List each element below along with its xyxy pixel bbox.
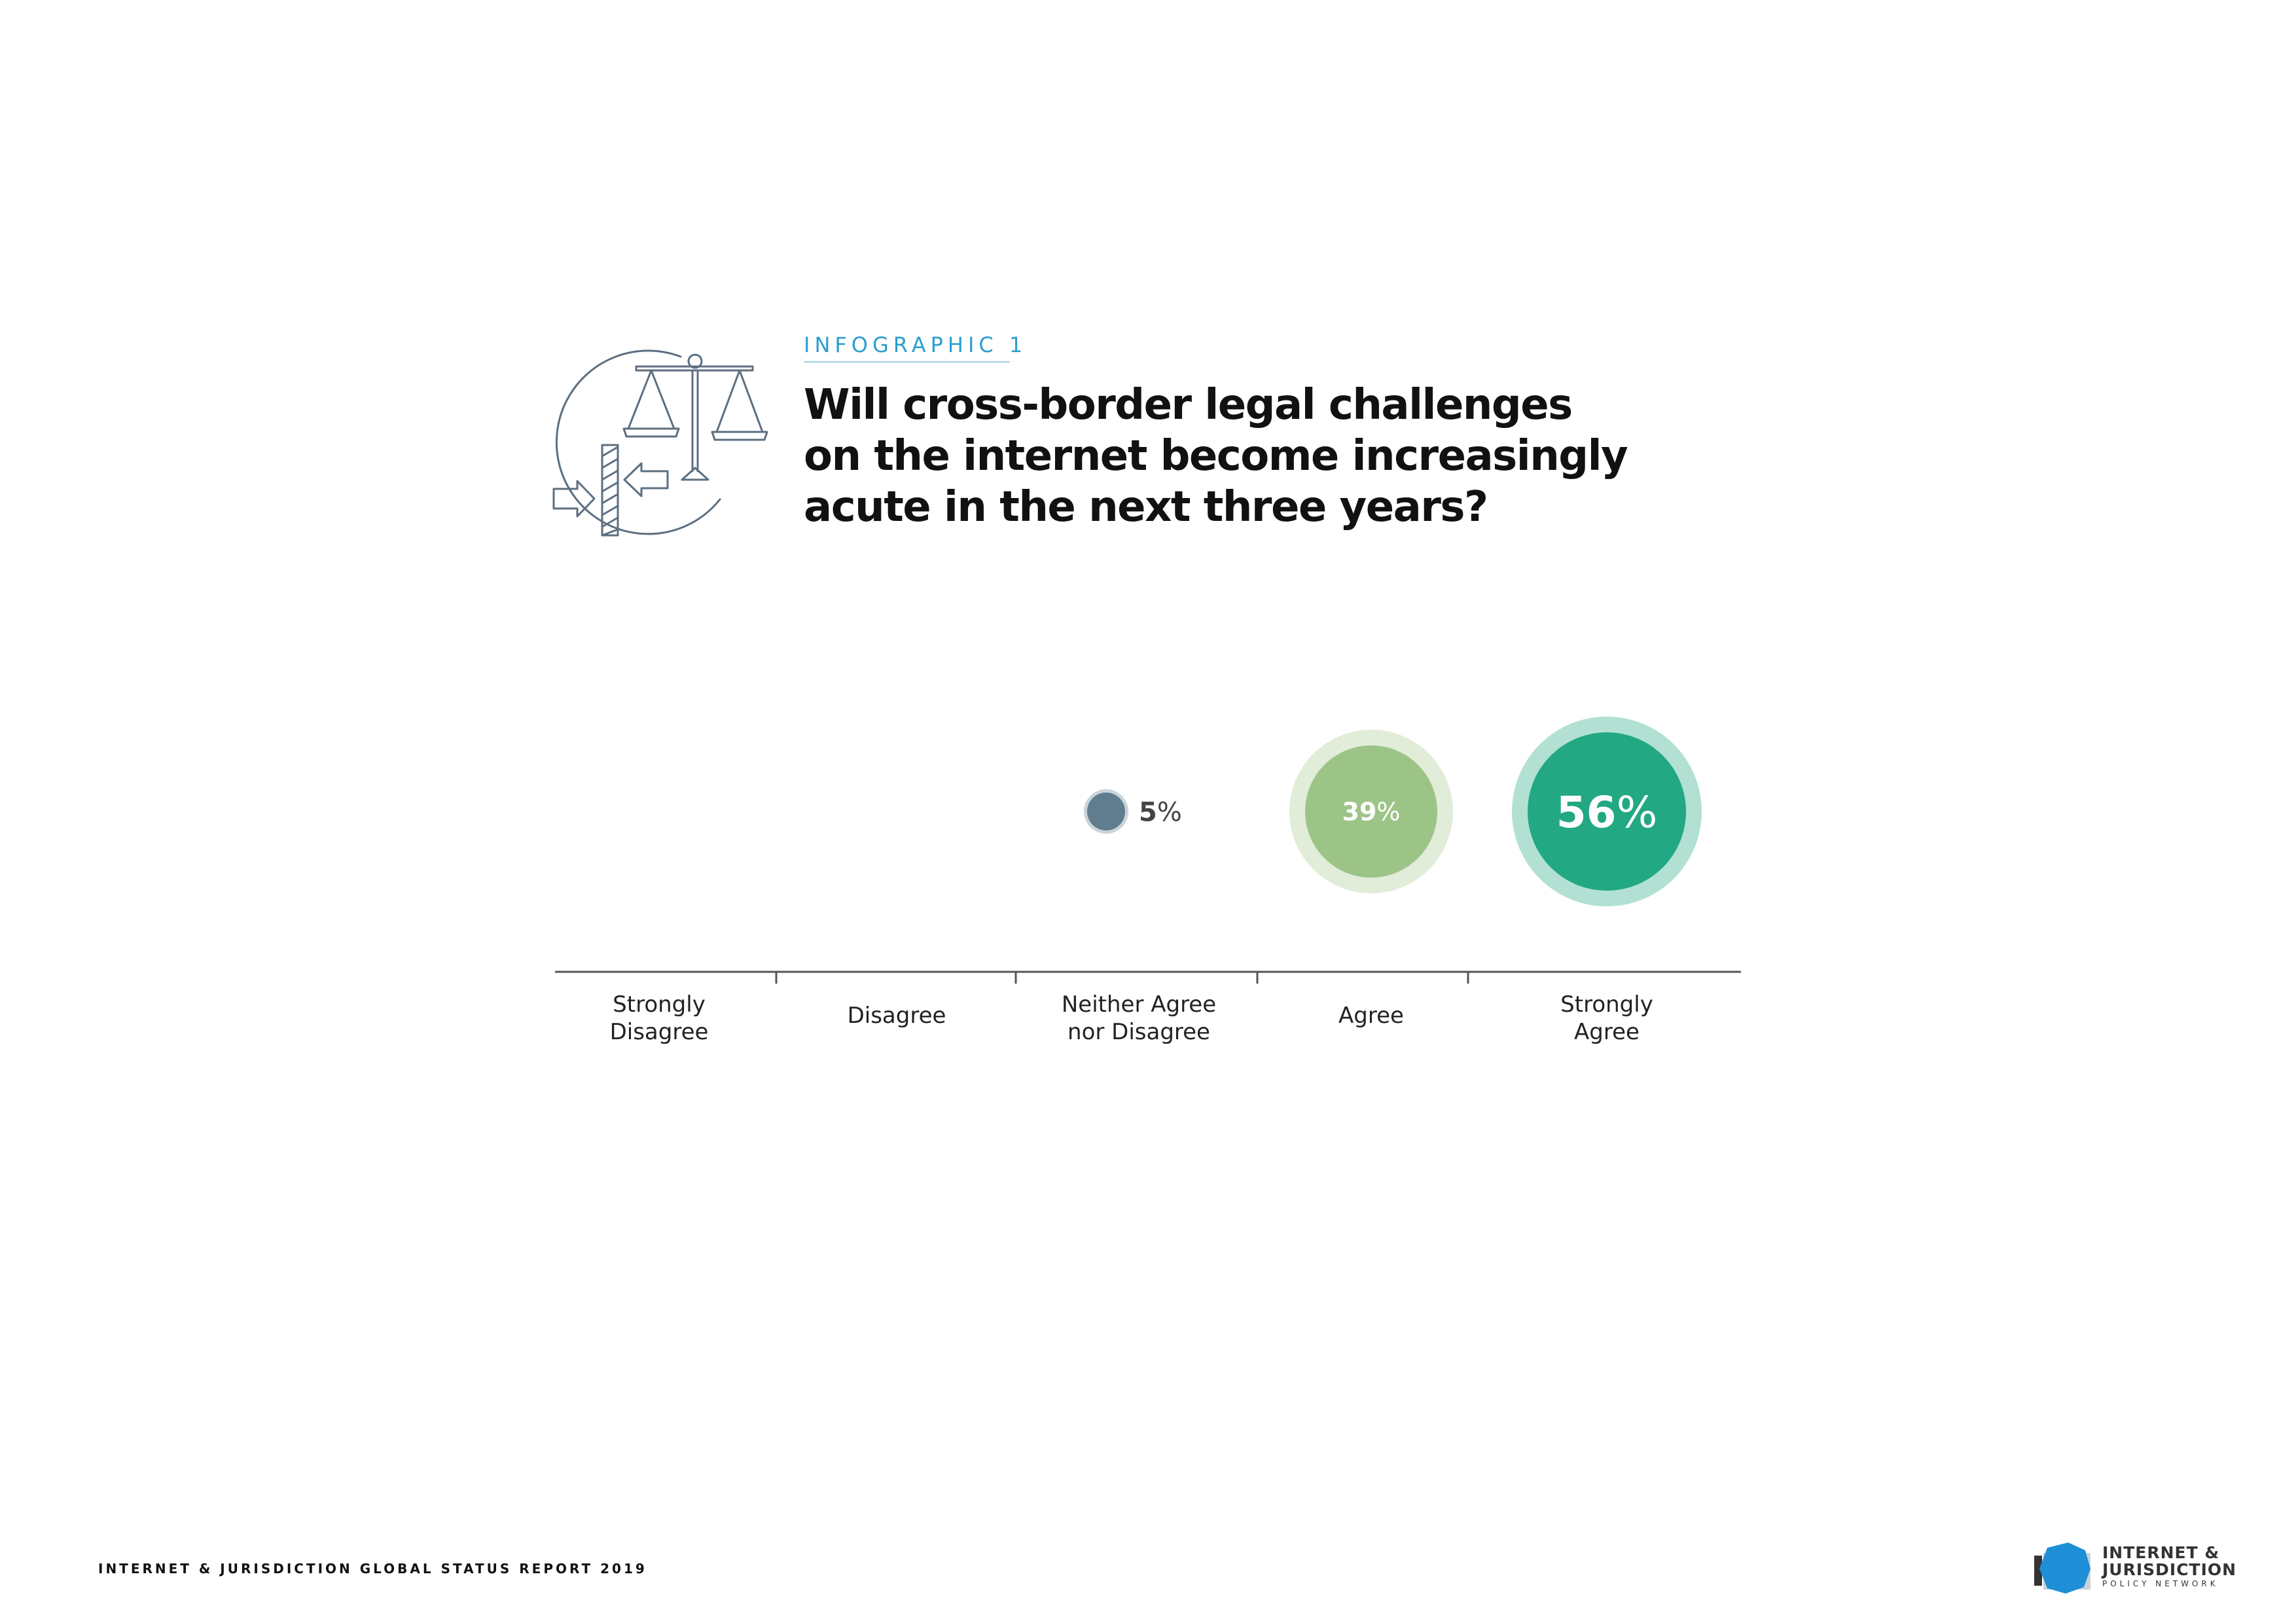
infographic-kicker: INFOGRAPHIC 1	[804, 332, 1028, 357]
kicker-underline	[804, 361, 1010, 363]
logo-line-2: JURISDICTION	[2102, 1560, 2237, 1579]
logo-wordmark: INTERNET & JURISDICTION POLICY NETWORK	[2102, 1544, 2236, 1589]
title-line-3: acute in the next three years?	[804, 483, 1488, 531]
scales-of-justice-icon	[543, 344, 785, 540]
category-label: Agree	[1338, 1003, 1404, 1029]
bubbles: 5% 39% 56%	[1084, 717, 1702, 906]
bubble	[1305, 745, 1437, 878]
title-line-2: on the internet become increasingly	[804, 432, 1628, 480]
x-axis-ticks	[775, 972, 1469, 984]
logo-line-3: POLICY NETWORK	[2102, 1579, 2219, 1588]
category-label: Strongly Disagree	[610, 991, 709, 1045]
octagon-logo-icon	[2034, 1543, 2090, 1594]
category-label: Neither Agree nor Disagree	[1062, 991, 1216, 1045]
bubble	[1087, 793, 1125, 830]
infographic-title: Will cross-border legal challenges on th…	[804, 380, 1655, 533]
footer-report-title: INTERNET & JURISDICTION GLOBAL STATUS RE…	[98, 1561, 647, 1577]
title-line-1: Will cross-border legal challenges	[804, 381, 1573, 429]
logo-line-1: INTERNET &	[2102, 1543, 2220, 1562]
category-labels: Strongly Disagree Disagree Neither Agree nor…	[610, 991, 1653, 1045]
category-label: Strongly Agree	[1560, 991, 1653, 1045]
bubble	[1528, 732, 1686, 891]
value-label: 39%	[1342, 798, 1401, 827]
category-label: Disagree	[848, 1003, 946, 1029]
value-label: 56%	[1556, 787, 1658, 838]
value-label: 5%	[1139, 797, 1182, 827]
